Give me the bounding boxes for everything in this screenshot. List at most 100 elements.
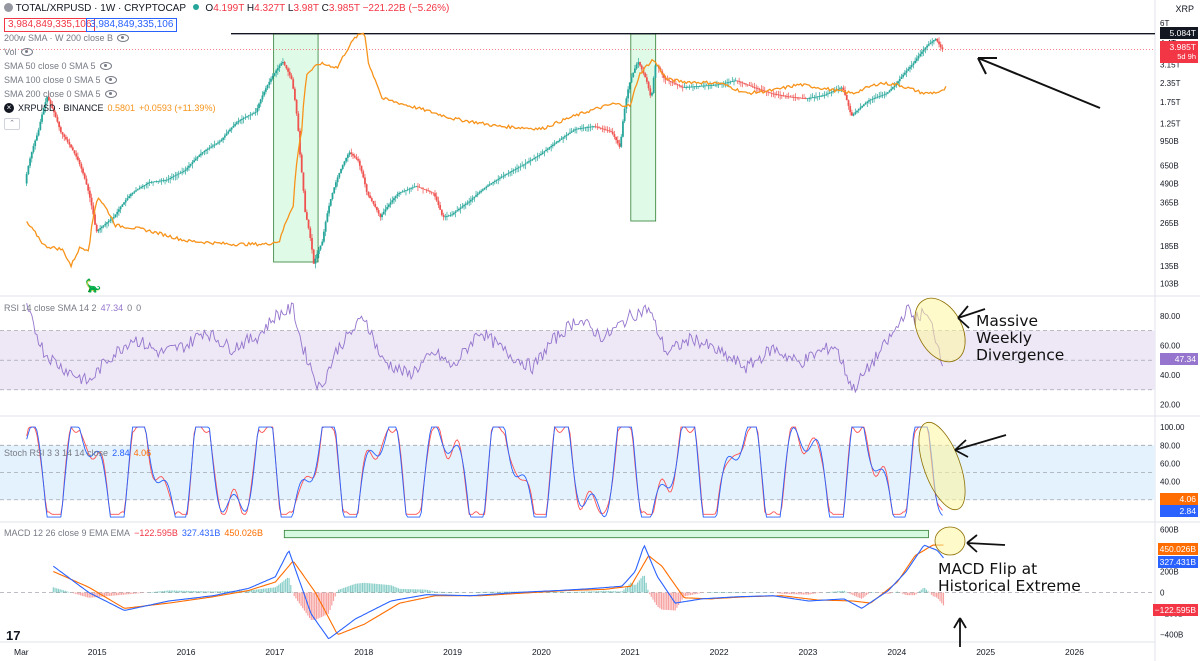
macd-hist-bar	[664, 592, 666, 610]
candle-body	[382, 211, 385, 215]
macd-hist-bar	[61, 589, 63, 593]
indicator-row-0[interactable]: 200w SMA · W 200 close B	[4, 33, 130, 43]
eye-icon[interactable]	[104, 76, 117, 84]
macd-hist-bar	[848, 592, 851, 594]
stoch-tick-label: 60.00	[1160, 459, 1181, 468]
macd-hist-bar	[433, 591, 435, 593]
eye-icon[interactable]	[104, 90, 117, 98]
arrow-main-head	[977, 57, 997, 75]
macd-hist-bar	[131, 592, 133, 594]
candle-body	[545, 149, 547, 152]
macd-hist-bar	[408, 589, 410, 593]
rsi-tick-label: 60.00	[1160, 341, 1181, 350]
macd-hist-bar	[174, 590, 176, 593]
indicator-row-2[interactable]: SMA 50 close 0 SMA 5	[4, 61, 112, 71]
eye-icon[interactable]	[99, 62, 112, 70]
macd-hist-bar	[655, 592, 658, 605]
indicator-row-4[interactable]: SMA 200 close 0 SMA 5	[4, 89, 117, 99]
candle-body	[184, 169, 187, 172]
candle-body	[755, 87, 758, 89]
eye-icon[interactable]	[117, 34, 130, 42]
candle-body	[842, 87, 845, 91]
macd-hist-bar	[68, 591, 70, 593]
candle-body	[821, 95, 824, 97]
candle-body	[364, 177, 366, 185]
candle-body	[437, 200, 440, 206]
x-tick-label: 2022	[710, 647, 729, 657]
candle-body	[488, 184, 491, 186]
macd-hist-bar	[496, 591, 499, 593]
macd-hist-bar	[209, 591, 212, 593]
candle-body	[540, 153, 542, 156]
stoch-legend[interactable]: Stoch RSI 3 3 14 14 close 2.84 4.06	[4, 448, 151, 458]
candle-body	[107, 221, 110, 223]
overlay-legend[interactable]: × XRPUSD · BINANCE 0.5801 +0.0593 (+11.3…	[4, 103, 215, 113]
macd-hist-bar	[267, 588, 270, 593]
candle-body	[254, 112, 257, 113]
macd-hist-bar	[628, 584, 630, 593]
macd-hist-bar	[314, 592, 316, 620]
candle-body	[628, 82, 631, 90]
candle-body	[358, 160, 361, 166]
macd-tick-label: −400B	[1160, 631, 1183, 640]
macd-hist-bar	[936, 592, 938, 598]
candle-body	[135, 190, 137, 192]
macd-hist-bar	[379, 584, 381, 593]
candle-body	[796, 97, 799, 99]
candle-body	[739, 81, 742, 83]
indicator-row-3[interactable]: SMA 100 close 0 SMA 5	[4, 75, 117, 85]
candle-body	[519, 166, 522, 168]
candle-body	[716, 84, 718, 86]
indicator-row-1[interactable]: Vol	[4, 47, 33, 57]
candle-body	[88, 190, 91, 198]
candle-body	[762, 89, 764, 91]
macd-hist-bar	[76, 592, 78, 595]
candle-body	[671, 81, 674, 83]
macd-hist-bar	[654, 592, 656, 603]
macd-hist-bar	[553, 591, 555, 593]
buy-price-box[interactable]: 3,984,849,335,106	[86, 18, 178, 32]
candle-body	[514, 169, 517, 171]
candle-body	[65, 136, 67, 140]
macd-hist-bar	[613, 591, 615, 593]
candle-body	[367, 191, 370, 196]
macd-hist-bar	[338, 589, 340, 593]
macd-hist-bar	[189, 590, 191, 593]
candle-body	[644, 73, 647, 78]
candle-body	[408, 188, 411, 190]
macd-hist-bar	[642, 576, 644, 593]
macd-hist-bar	[589, 591, 591, 593]
macd-hist-bar	[85, 592, 87, 597]
rsi-title: RSI 14 close SMA 14 2	[4, 303, 97, 313]
candle-body	[61, 132, 64, 135]
macd-hist-bar	[638, 580, 640, 593]
macd-hist-bar	[616, 591, 618, 593]
candle-body	[398, 192, 401, 195]
candle-body	[587, 126, 590, 128]
ohlc-close-value: 3.985T	[328, 3, 360, 14]
ohlc-high-label: H	[246, 3, 255, 14]
macd-hist-bar	[350, 585, 352, 593]
symbol-title[interactable]: TOTAL/XRPUSD · 1W · CRYPTOCAP	[15, 3, 186, 14]
candle-body	[403, 190, 406, 192]
candle-body	[300, 154, 303, 173]
rsi-legend[interactable]: RSI 14 close SMA 14 2 47.34 0 0	[4, 303, 141, 313]
macd-legend[interactable]: MACD 12 26 close 9 EMA EMA −122.595B 327…	[4, 528, 263, 538]
candle-body	[275, 70, 278, 74]
candle-body	[927, 44, 930, 46]
macd-hist-bar	[80, 592, 82, 596]
collapse-legend-button[interactable]: ⌃	[4, 118, 20, 130]
candle-body	[418, 186, 421, 188]
candle-body	[731, 81, 734, 83]
macd-hist-bar	[249, 590, 251, 593]
macd-hist-bar	[507, 591, 509, 593]
close-icon[interactable]: ×	[4, 103, 14, 113]
candle-body	[857, 108, 860, 111]
candle-body	[832, 91, 835, 93]
candle-body	[174, 175, 177, 177]
candle-body	[710, 84, 713, 86]
candle-body	[634, 68, 636, 73]
sell-price-box[interactable]: 3,984,849,335,106	[4, 18, 96, 32]
eye-icon[interactable]	[20, 48, 33, 56]
